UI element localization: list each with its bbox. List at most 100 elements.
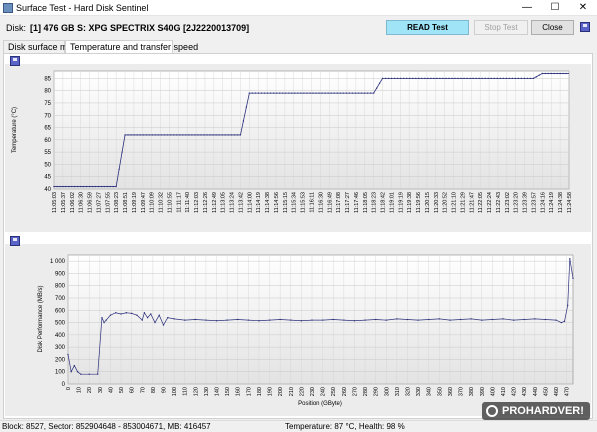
- close-button[interactable]: Close: [531, 20, 574, 35]
- read-test-button[interactable]: READ Test: [386, 20, 469, 35]
- temperature-point: [191, 134, 193, 136]
- performance-x-tick-label: 200: [278, 387, 284, 396]
- performance-point: [572, 277, 574, 279]
- temperature-point: [376, 87, 378, 89]
- performance-x-tick-label: 60: [130, 387, 136, 393]
- performance-x-tick-label: 390: [480, 387, 486, 396]
- temperature-point: [517, 77, 519, 79]
- temperature-point: [303, 92, 305, 94]
- temperature-point: [493, 77, 495, 79]
- temperature-point: [448, 77, 450, 79]
- temperature-x-tick-label: 11:18:23: [372, 192, 378, 213]
- window-title: Surface Test - Hard Disk Sentinel: [16, 3, 149, 13]
- temperature-x-tick-label: 11:09:19: [132, 192, 138, 213]
- temperature-point: [330, 92, 332, 94]
- performance-x-tick-label: 370: [459, 387, 465, 396]
- performance-point: [428, 318, 430, 321]
- temperature-point: [82, 185, 85, 188]
- save-temperature-chart-icon[interactable]: [10, 56, 20, 66]
- temperature-point: [209, 134, 211, 136]
- performance-x-tick-label: 120: [193, 387, 199, 396]
- temperature-point: [179, 134, 181, 136]
- temperature-point: [85, 185, 88, 188]
- performance-point: [105, 319, 107, 321]
- stop-test-button[interactable]: Stop Test: [474, 20, 528, 35]
- temperature-point: [511, 77, 513, 79]
- temperature-point: [421, 77, 423, 79]
- temperature-point: [62, 185, 64, 188]
- temperature-point: [224, 134, 226, 136]
- temperature-point: [412, 77, 414, 79]
- temperature-point: [505, 77, 507, 79]
- temperature-x-tick-label: 11:12:26: [203, 192, 209, 213]
- temperature-point: [197, 134, 199, 136]
- temperature-point: [381, 77, 384, 79]
- temperature-point: [484, 77, 486, 79]
- performance-point: [97, 373, 99, 375]
- temperature-point: [478, 77, 480, 79]
- temperature-point: [282, 92, 284, 94]
- performance-point: [567, 304, 569, 306]
- temperature-point: [442, 77, 444, 79]
- temperature-x-tick-label: 11:07:55: [105, 192, 111, 213]
- temperature-x-tick-label: 11:18:05: [363, 192, 369, 213]
- temperature-point: [269, 92, 272, 94]
- temperature-y-tick-label: 40: [44, 187, 51, 193]
- temperature-x-tick-label: 11:24:16: [540, 192, 546, 213]
- performance-y-tick-label: 600: [55, 308, 66, 314]
- temperature-y-tick-label: 80: [44, 89, 51, 95]
- performance-y-tick-label: 800: [55, 284, 66, 290]
- performance-point: [154, 321, 156, 324]
- temperature-point: [230, 134, 232, 136]
- performance-point: [279, 318, 281, 321]
- tab-disk-surface-map[interactable]: Disk surface map: [3, 40, 78, 54]
- temperature-point: [430, 77, 432, 79]
- temperature-point: [415, 77, 417, 79]
- temperature-point: [481, 77, 483, 79]
- performance-point: [184, 319, 186, 321]
- maximize-button[interactable]: ☐: [550, 2, 560, 13]
- temperature-point: [97, 185, 99, 188]
- window-close-button[interactable]: ✕: [578, 2, 588, 13]
- save-icon[interactable]: [580, 22, 590, 32]
- temperature-point: [445, 77, 447, 79]
- temperature-point: [315, 92, 317, 94]
- temperature-point: [363, 92, 366, 94]
- temperature-x-tick-label: 11:20:52: [443, 192, 449, 213]
- status-bar: Block: 8527, Sector: 852904648 - 8530046…: [0, 420, 597, 432]
- temperature-point: [206, 134, 208, 136]
- temperature-point: [394, 77, 396, 79]
- performance-point: [534, 318, 536, 320]
- performance-line: [67, 258, 574, 375]
- temperature-point: [490, 77, 492, 79]
- temperature-point: [154, 134, 157, 136]
- temperature-point: [276, 92, 278, 94]
- performance-x-tick-label: 350: [437, 387, 443, 396]
- temperature-point: [133, 134, 135, 136]
- performance-x-axis-label: Position (GByte): [298, 401, 342, 407]
- temperature-x-tick-label: 11:22:05: [478, 192, 484, 213]
- performance-y-tick-label: 500: [55, 321, 66, 327]
- temperature-point: [547, 72, 549, 75]
- performance-point: [162, 324, 165, 326]
- save-performance-chart-icon[interactable]: [10, 236, 20, 246]
- performance-x-tick-label: 70: [140, 387, 146, 393]
- performance-point: [563, 320, 566, 322]
- temperature-point: [433, 77, 435, 79]
- temperature-y-axis-label: Temperature (°C): [12, 107, 18, 153]
- temperature-point: [384, 77, 387, 79]
- temperature-point: [285, 92, 287, 94]
- temperature-x-tick-label: 11:15:15: [283, 192, 289, 213]
- temperature-point: [378, 82, 381, 84]
- performance-point: [237, 318, 239, 321]
- temperature-x-tick-label: 11:17:08: [336, 192, 342, 213]
- temperature-point: [535, 76, 538, 78]
- temperature-point: [118, 168, 120, 170]
- temperature-x-tick-label: 11:23:02: [505, 192, 511, 213]
- temperature-point: [266, 92, 269, 94]
- minimize-button[interactable]: —: [522, 2, 532, 13]
- temperature-point: [339, 92, 341, 94]
- performance-point: [136, 314, 138, 316]
- temperature-x-tick-label: 11:21:10: [452, 192, 458, 213]
- temperature-x-tick-label: 11:14:00: [247, 192, 253, 213]
